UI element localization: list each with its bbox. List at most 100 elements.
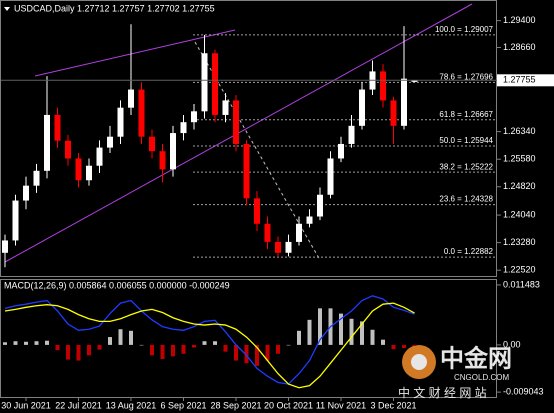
histogram-bar <box>244 344 249 364</box>
macd-line <box>4 302 415 389</box>
watermark: 中金网 CNGOLD.COM 中 文 财 经 网 站 <box>398 344 512 400</box>
last-price-label: 1.27755 <box>503 75 536 85</box>
candle-body <box>149 136 155 152</box>
candle-body <box>159 151 166 170</box>
candle-body <box>327 158 334 195</box>
candle-body <box>275 241 281 253</box>
candle-body <box>348 125 355 144</box>
y-tick-label: 1.24040 <box>503 209 536 219</box>
candle-body <box>33 170 40 186</box>
fib-label: 23.6 = 1.24328 <box>439 195 493 204</box>
menu-icon <box>4 7 10 11</box>
candle-body <box>86 165 92 181</box>
candle-body <box>44 114 50 171</box>
histogram-bar <box>391 344 396 350</box>
y-tick-label: 1.25580 <box>503 154 536 164</box>
trend-line <box>34 29 236 77</box>
histogram-bar <box>276 344 280 354</box>
chart-title: USDCAD,Daily 1.27712 1.27757 1.27702 1.2… <box>14 3 215 13</box>
histogram-bar <box>24 341 28 345</box>
histogram-bar <box>192 344 196 348</box>
histogram-bar <box>3 342 7 345</box>
candle-body <box>117 107 124 137</box>
fib-label: 78.6 = 1.27696 <box>439 73 493 82</box>
candle-body <box>338 143 344 159</box>
histogram-bar <box>108 337 112 345</box>
candle-body <box>390 100 397 126</box>
y-tick-label: 0.011483 <box>503 279 540 289</box>
histogram-bar <box>139 344 144 346</box>
logo-inner <box>411 354 427 370</box>
histogram-bar <box>255 344 259 366</box>
fib-label: 38.2 = 1.25222 <box>439 162 493 171</box>
x-tick-label: 6 Sep 2021 <box>160 400 206 410</box>
candle-body <box>170 133 176 170</box>
histogram-bar <box>171 344 175 357</box>
candle-body <box>380 71 386 101</box>
y-tick-label: -0.009043 <box>503 386 544 396</box>
fib-label: 100.0 = 1.29007 <box>435 25 494 34</box>
candle-body <box>138 89 145 137</box>
x-tick-label: 3 Dec 2021 <box>370 400 416 410</box>
candle-body <box>285 241 292 253</box>
histogram-bar <box>213 341 217 345</box>
candle-body <box>254 198 260 224</box>
y-tick-label: 0.00 <box>503 339 521 349</box>
histogram-bar <box>66 344 70 360</box>
histogram-bar <box>45 340 49 345</box>
histogram-bar <box>76 344 81 361</box>
candle-body <box>411 80 418 82</box>
candle-body <box>296 223 302 242</box>
candle-body <box>191 111 197 123</box>
candle-body <box>12 200 19 241</box>
histogram-bar <box>13 341 18 345</box>
fib-label: 61.8 = 1.26667 <box>439 110 493 119</box>
histogram-bar <box>265 344 270 361</box>
histogram-bar <box>307 319 312 345</box>
candle-body <box>222 100 229 115</box>
y-tick-label: 1.23280 <box>503 237 536 247</box>
y-tick-label: 1.26340 <box>503 126 536 136</box>
fib-label: 50.0 = 1.25944 <box>439 136 493 145</box>
histogram-bar <box>360 321 364 345</box>
watermark-tagline: 中 文 财 经 网 站 <box>398 385 487 400</box>
candle-body <box>201 53 208 112</box>
macd-title: MACD(12,26,9) 0.005864 0.006055 0.000000… <box>4 280 230 290</box>
histogram-bar <box>223 344 228 352</box>
candle-body <box>180 122 187 134</box>
y-tick-label: 1.22520 <box>503 265 536 275</box>
histogram-bar <box>381 339 385 345</box>
histogram-bar <box>318 308 322 345</box>
y-tick-label: 1.28660 <box>503 42 536 52</box>
histogram-bar <box>370 329 375 345</box>
candle-body <box>317 194 323 217</box>
x-tick-label: 28 Sep 2021 <box>210 400 261 410</box>
histogram-bar <box>87 344 91 356</box>
x-tick-label: 22 Jul 2021 <box>55 400 102 410</box>
x-tick-label: 11 Nov 2021 <box>316 400 366 410</box>
candle-body <box>233 100 239 144</box>
candle-body <box>264 223 271 242</box>
histogram-bar <box>286 344 291 346</box>
watermark-url: CNGOLD.COM <box>454 373 509 382</box>
histogram-bar <box>202 341 207 345</box>
candle-body <box>65 140 71 159</box>
histogram-bar <box>150 344 154 356</box>
candle-body <box>401 78 407 126</box>
candle-body <box>212 53 218 115</box>
candle-body <box>359 89 365 126</box>
candle-body <box>128 89 134 108</box>
macd-line <box>4 295 415 385</box>
histogram-bar <box>160 344 165 359</box>
histogram-bar <box>339 313 343 345</box>
histogram-bar <box>118 329 123 345</box>
fib-label: 0.0 = 1.22882 <box>444 247 494 256</box>
x-tick-label: 30 Jun 2021 <box>1 400 51 410</box>
candle-body <box>75 158 82 181</box>
histogram-bar <box>97 344 102 350</box>
x-tick-label: 13 Aug 2021 <box>106 400 157 410</box>
watermark-name: 中金网 <box>440 344 512 372</box>
y-tick-label: 1.24820 <box>503 181 536 191</box>
histogram-bar <box>297 330 301 345</box>
